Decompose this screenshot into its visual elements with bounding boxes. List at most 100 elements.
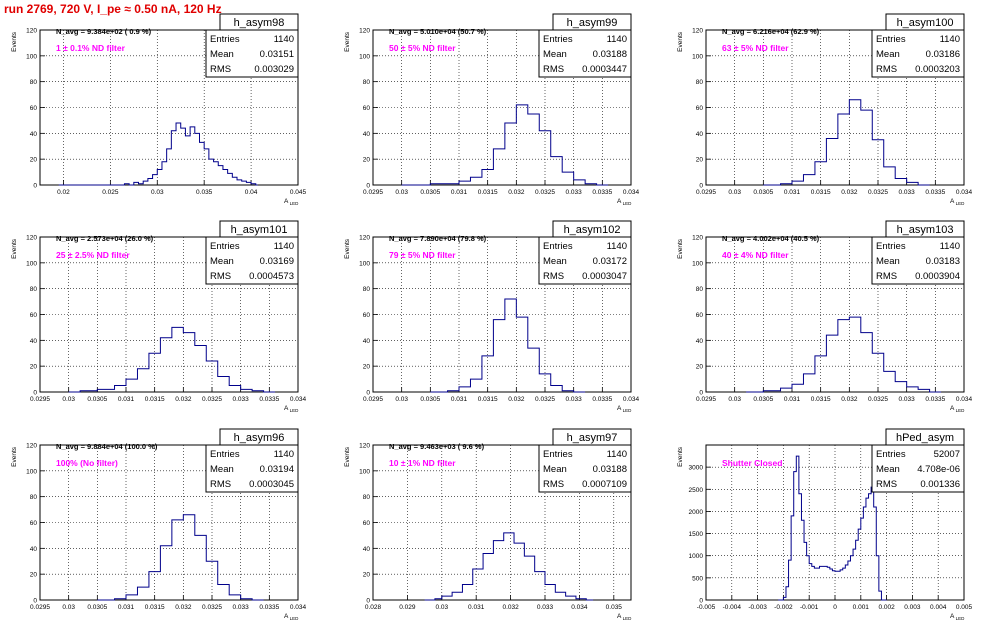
stat-value: 0.03188 (593, 464, 627, 475)
y-tick-label: 20 (30, 157, 38, 164)
x-tick-label: 0.0295 (363, 396, 383, 403)
x-tick-label: 0.03 (435, 604, 448, 611)
x-tick-label: 0.0295 (363, 189, 383, 196)
stats-box (538, 29, 632, 78)
histogram-name: h_asym98 (234, 17, 285, 29)
y-axis-title: Events (11, 31, 18, 52)
y-tick-label: 2000 (689, 509, 704, 516)
x-tick-label: 0.03 (728, 396, 741, 403)
histogram-line (58, 122, 258, 186)
x-tick-label: 0.003 (904, 604, 921, 611)
x-tick-label: 0.025 (102, 189, 119, 196)
y-tick-label: 80 (696, 79, 704, 86)
x-tick-label: -0.002 (774, 604, 793, 611)
x-tick-label: 0.0305 (87, 604, 107, 611)
stat-label: RMS (876, 271, 897, 282)
stat-label: Entries (210, 34, 240, 45)
y-tick-label: 500 (692, 575, 703, 582)
stats-box (871, 29, 965, 78)
y-tick-label: 20 (696, 157, 704, 164)
stat-value: 0.003029 (254, 64, 294, 75)
y-tick-label: 60 (696, 312, 704, 319)
y-tick-label: 40 (363, 546, 371, 553)
histogram-line (746, 316, 942, 393)
y-tick-label: 20 (30, 572, 38, 579)
x-tick-label: 0.035 (196, 189, 213, 196)
stats-box (205, 236, 299, 285)
x-tick-label: 0.004 (930, 604, 947, 611)
navg-label: N_avg = 7.890e+04 (79.8 %) (389, 234, 487, 243)
stat-label: RMS (876, 64, 897, 75)
y-tick-label: 0 (699, 183, 703, 190)
y-tick-label: 40 (30, 131, 38, 138)
y-tick-label: 0 (33, 598, 37, 605)
y-tick-label: 60 (30, 105, 38, 112)
y-axis-title: Events (344, 31, 351, 52)
stat-value: 0.03188 (593, 49, 627, 60)
stat-value: 0.0003047 (582, 271, 627, 282)
stat-value: 4.708e-06 (917, 464, 960, 475)
y-tick-label: 120 (359, 235, 370, 242)
x-tick-label: 0.0305 (420, 189, 440, 196)
y-tick-label: 40 (30, 546, 38, 553)
x-tick-label: 0.0305 (753, 396, 773, 403)
histogram-name: h_asym96 (234, 432, 285, 444)
y-axis-title: Events (677, 31, 684, 52)
navg-label: N_avg = 9.384e+02 ( 0.9 %) (56, 27, 152, 36)
stat-label: Entries (876, 449, 906, 460)
x-tick-label: 0.0315 (811, 396, 831, 403)
y-tick-label: 40 (696, 338, 704, 345)
x-axis-title: A LED (950, 198, 965, 206)
x-tick-label: 0.032 (175, 396, 192, 403)
x-tick-label: 0.032 (841, 396, 858, 403)
navg-label: N_avg = 5.010e+04 (50.7 %) (389, 27, 487, 36)
stat-value: 0.03172 (593, 256, 627, 267)
y-tick-label: 60 (30, 312, 38, 319)
x-axis-title: A LED (284, 613, 299, 621)
stat-label: Entries (210, 241, 240, 252)
histogram-line (401, 104, 609, 186)
y-tick-label: 80 (363, 79, 371, 86)
x-axis-title: A LED (284, 198, 299, 206)
x-tick-label: 0.035 (606, 604, 623, 611)
x-axis-title-sub: LED (954, 408, 965, 413)
stat-label: RMS (543, 271, 564, 282)
y-tick-label: 100 (26, 260, 37, 267)
x-tick-label: 0.0315 (811, 189, 831, 196)
x-tick-label: 0.031 (451, 189, 468, 196)
stat-value: 0.03186 (926, 49, 960, 60)
y-tick-label: 100 (359, 468, 370, 475)
histogram-line (424, 532, 594, 601)
filter-label: 100% (No filter) (56, 458, 118, 468)
stats-box (205, 29, 299, 78)
x-tick-label: 0.032 (502, 604, 519, 611)
x-tick-label: 0.033 (899, 189, 916, 196)
x-axis-title-sub: LED (288, 408, 299, 413)
y-tick-label: 100 (359, 260, 370, 267)
histogram-name: h_asym102 (564, 224, 621, 236)
y-tick-label: 20 (363, 572, 371, 579)
stat-label: Entries (543, 449, 573, 460)
x-tick-label: -0.005 (697, 604, 716, 611)
x-axis-title: A LED (950, 405, 965, 413)
x-tick-label: 0.0325 (202, 604, 222, 611)
stat-label: Entries (543, 34, 573, 45)
stat-label: Mean (543, 464, 567, 475)
stats-box (871, 444, 965, 493)
x-tick-label: 0.032 (841, 189, 858, 196)
x-axis-title-sub: LED (621, 408, 632, 413)
x-tick-label: 0.033 (566, 396, 583, 403)
x-tick-label: 0.031 (784, 396, 801, 403)
x-tick-label: 0.034 (956, 396, 973, 403)
histogram-name: hPed_asym (896, 432, 954, 444)
x-tick-label: 0.028 (365, 604, 382, 611)
stat-label: Entries (210, 449, 240, 460)
stat-label: Mean (876, 256, 900, 267)
y-tick-label: 0 (699, 390, 703, 397)
y-tick-label: 2500 (689, 487, 704, 494)
histogram-line (778, 455, 887, 601)
x-tick-label: 0.0305 (87, 396, 107, 403)
x-tick-label: 0.0315 (478, 189, 498, 196)
filter-label: Shutter Closed (722, 458, 782, 468)
x-axis-title: A LED (617, 613, 632, 621)
